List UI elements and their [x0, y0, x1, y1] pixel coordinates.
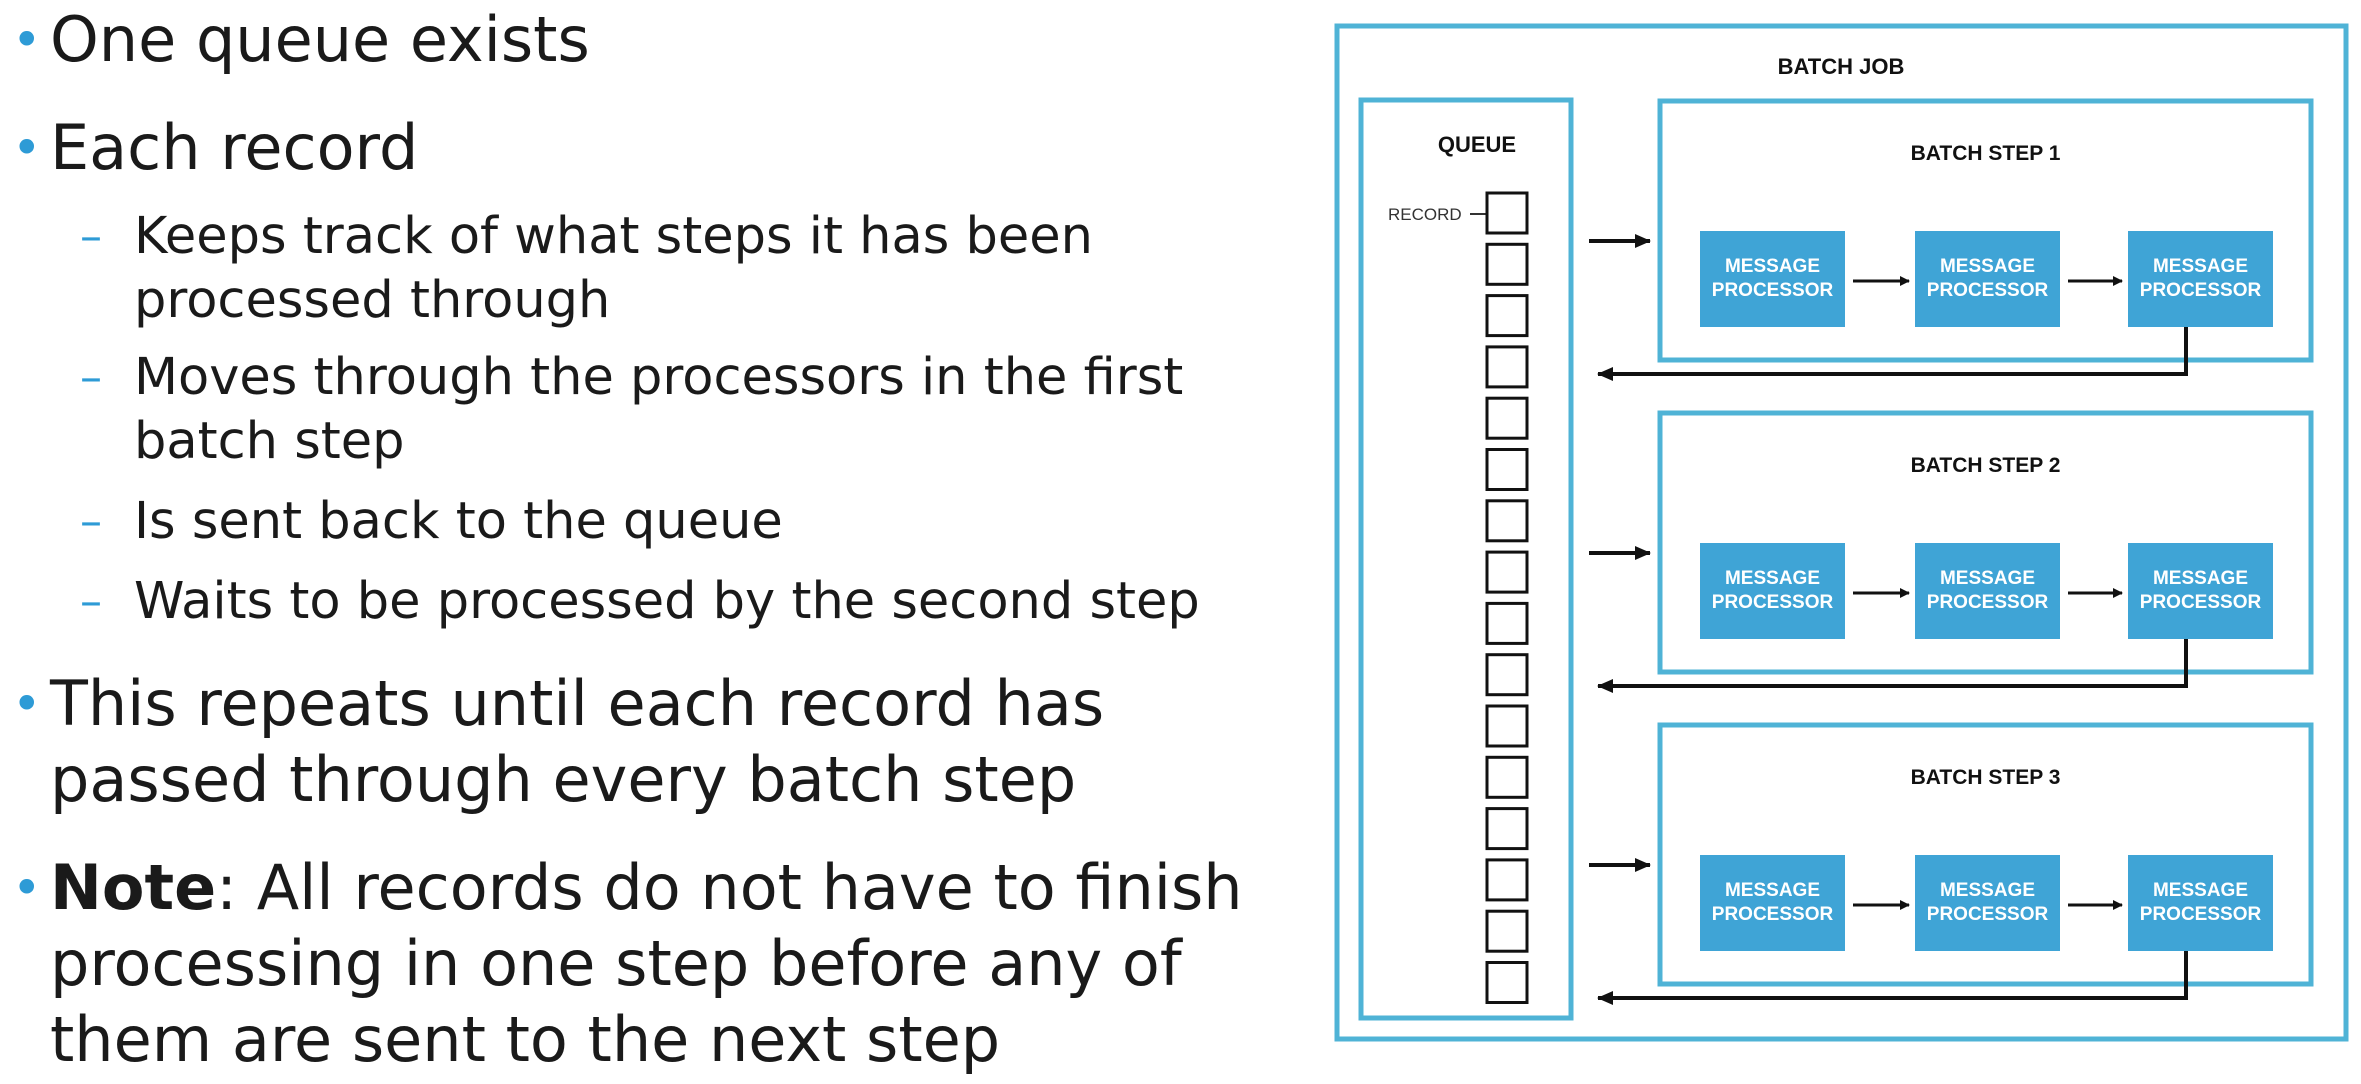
- message-processor-text: PROCESSOR: [1712, 592, 1834, 613]
- message-processor-text: MESSAGE: [1725, 880, 1820, 901]
- message-processor-box: [1700, 543, 1845, 639]
- record-box: [1485, 499, 1529, 543]
- sub-bullet-text: Waits to be processed by the second step: [134, 572, 1200, 631]
- message-processor-text: PROCESSOR: [1927, 592, 2049, 613]
- bullet-item: • This repeats until each record has pas…: [12, 666, 1192, 818]
- record-box: [1485, 396, 1529, 440]
- sub-bullet-item: – Is sent back to the queue: [80, 490, 1320, 554]
- message-processor-box: [2128, 543, 2273, 639]
- bullet-dot-icon: •: [12, 675, 42, 733]
- batch-job-frame: [1334, 23, 2349, 1042]
- message-processor-text: MESSAGE: [1940, 880, 2035, 901]
- message-processor-box: [2128, 855, 2273, 951]
- return-to-queue-arrow: [1597, 639, 2188, 693]
- bullet-text: Each record: [50, 111, 419, 184]
- note-label: Note: [50, 851, 217, 924]
- return-to-queue-arrow: [1597, 327, 2188, 381]
- message-processor-box: [1915, 231, 2060, 327]
- record-box: [1485, 345, 1529, 389]
- batch-step-label: BATCH STEP 2: [1911, 454, 2061, 477]
- dash-icon: –: [80, 496, 102, 547]
- message-processor-text: PROCESSOR: [1712, 904, 1834, 925]
- message-processor-text: MESSAGE: [2153, 568, 2248, 589]
- bullet-text: This repeats until each record has passe…: [50, 667, 1105, 816]
- bullet-dot-icon: •: [12, 11, 42, 69]
- sub-bullet-text: Keeps track of what steps it has been pr…: [134, 207, 1093, 330]
- dash-icon: –: [80, 576, 102, 627]
- queue-label: QUEUE: [1438, 132, 1516, 157]
- dash-icon: –: [80, 211, 102, 262]
- bullet-list: • One queue exists • Each record – Keeps…: [12, 2, 1320, 1078]
- record-box: [1485, 242, 1529, 286]
- bullet-dot-icon: •: [12, 859, 42, 917]
- record-box: [1485, 653, 1529, 697]
- batch-step-2: BATCH STEP 2 MESSAGE PROCESSOR MESSAGE PROCE…: [1589, 410, 2314, 693]
- batch-step-frame: [1657, 98, 2314, 363]
- record-box: [1485, 755, 1529, 799]
- batch-step-1: BATCH STEP 1 MESSAGE PROCESSOR MESSAGE PROCE…: [1589, 98, 2314, 381]
- bullet-item: • Each record: [12, 110, 418, 186]
- message-processor-text: PROCESSOR: [2140, 904, 2262, 925]
- sub-bullet-item: – Keeps track of what steps it has been …: [80, 205, 1260, 333]
- sub-bullet-text: Moves through the processors in the firs…: [134, 348, 1184, 471]
- batch-step-frame: [1657, 410, 2314, 675]
- batch-steps: BATCH STEP 1 MESSAGE PROCESSOR MESSAGE PROCE…: [1589, 98, 2314, 1005]
- bullet-dot-icon: •: [12, 119, 42, 177]
- sub-bullet-text: Is sent back to the queue: [134, 492, 783, 551]
- message-processor-text: PROCESSOR: [2140, 280, 2262, 301]
- message-processor-text: MESSAGE: [1940, 256, 2035, 277]
- sub-bullet-item: – Waits to be processed by the second st…: [80, 570, 1340, 634]
- record-box: [1485, 448, 1529, 491]
- record-box: [1485, 961, 1529, 1004]
- message-processor-box: [1915, 855, 2060, 951]
- record-stack: [1485, 191, 1529, 1004]
- note-text: : All records do not have to finish proc…: [50, 851, 1243, 1076]
- record-box: [1485, 909, 1529, 953]
- message-processor-text: MESSAGE: [2153, 880, 2248, 901]
- batch-step-3: BATCH STEP 3 MESSAGE PROCESSOR MESSAGE PROCE…: [1589, 722, 2314, 1005]
- batch-step-label: BATCH STEP 3: [1911, 766, 2061, 789]
- batch-step-frame: [1657, 722, 2314, 987]
- return-to-queue-arrow: [1597, 951, 2188, 1005]
- record-box: [1485, 550, 1529, 594]
- message-processor-text: PROCESSOR: [1712, 280, 1834, 301]
- message-processor-text: MESSAGE: [1940, 568, 2035, 589]
- message-processor-text: MESSAGE: [1725, 568, 1820, 589]
- message-processor-text: MESSAGE: [2153, 256, 2248, 277]
- bullet-text: One queue exists: [50, 3, 590, 76]
- message-processor-text: MESSAGE: [1725, 256, 1820, 277]
- record-box: [1485, 191, 1529, 235]
- message-processor-box: [1700, 231, 1845, 327]
- bullet-text: Note: All records do not have to finish …: [50, 850, 1272, 1078]
- bullet-item: • Note: All records do not have to finis…: [12, 850, 1272, 1078]
- batch-step-label: BATCH STEP 1: [1911, 142, 2061, 165]
- message-processor-text: PROCESSOR: [1927, 280, 2049, 301]
- queue-frame: [1358, 97, 1574, 1021]
- message-processor-box: [1915, 543, 2060, 639]
- record-box: [1485, 858, 1529, 902]
- message-processor-box: [2128, 231, 2273, 327]
- message-processor-text: PROCESSOR: [2140, 592, 2262, 613]
- record-box: [1485, 807, 1529, 851]
- message-processor-text: PROCESSOR: [1927, 904, 2049, 925]
- sub-bullet-item: – Moves through the processors in the fi…: [80, 346, 1280, 474]
- dash-icon: –: [80, 352, 102, 403]
- record-box: [1485, 601, 1529, 645]
- record-box: [1485, 704, 1529, 748]
- record-box: [1485, 294, 1529, 338]
- message-processor-box: [1700, 855, 1845, 951]
- batch-job-title: BATCH JOB: [1778, 54, 1905, 79]
- bullet-item: • One queue exists: [12, 2, 590, 78]
- record-label: RECORD: [1388, 205, 1462, 224]
